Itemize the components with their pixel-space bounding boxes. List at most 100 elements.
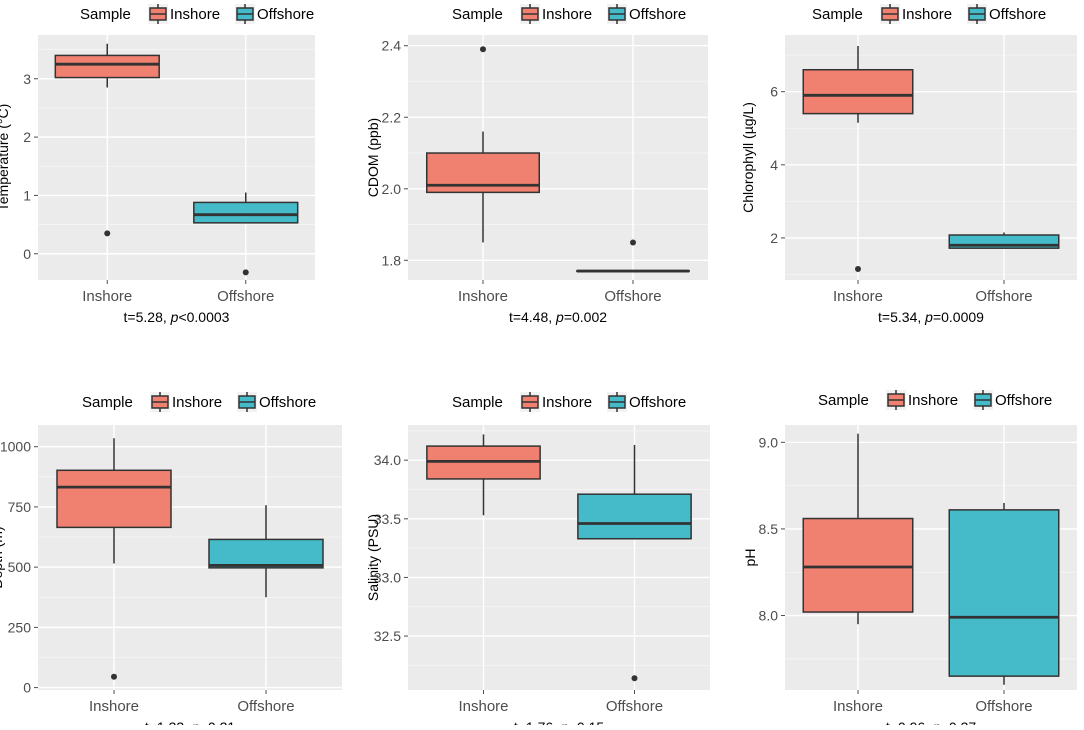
legend-key-inshore: Inshore [886,390,958,410]
box-body [209,539,323,567]
y-tick-label: 0 [23,680,31,696]
stat-value: t=0.96, [886,719,933,725]
legend: Sample Inshore Offshore [82,392,316,412]
box-body [803,70,913,114]
legend-label: Offshore [989,6,1046,23]
x-tick-label: Offshore [606,698,663,715]
x-tick-label: Inshore [833,288,883,305]
p-symbol: p [932,719,941,725]
legend-title: Sample [452,394,503,411]
y-tick-label: 1 [23,187,31,203]
stat-caption: t=4.48, p=0.002 [509,309,607,325]
box-offshore [949,503,1059,685]
x-tick-label: Inshore [458,698,508,715]
legend-key-offshore: Offshore [237,392,316,412]
y-axis-label: CDOM (ppb) [365,118,381,197]
legend-label: Inshore [542,394,592,411]
legend-key-inshore: Inshore [880,4,952,24]
stat-value: t=5.34, [878,309,925,325]
legend-label: Offshore [259,394,316,411]
y-tick-label: 34.0 [374,452,401,468]
legend-label: Inshore [172,394,222,411]
x-tick-label: Offshore [975,288,1032,305]
p-symbol: p [170,309,179,325]
box-body [803,519,913,613]
p-value: =0.002 [564,309,607,325]
x-tick-label: Inshore [82,288,132,305]
legend-label: Inshore [908,392,958,409]
y-axis-label: Chlorophyll (µg/L) [740,102,756,213]
y-tick-label: 2.4 [382,38,402,54]
p-symbol: p [555,309,564,325]
y-axis-label: Temperature (°C) [0,104,11,212]
box-body [194,202,298,222]
stat-value: t=4.48, [509,309,556,325]
legend-key-offshore: Offshore [607,4,686,24]
stat-caption: t=0.96, p=0.37 [886,719,977,725]
legend-label: Inshore [902,6,952,23]
legend-label: Offshore [629,394,686,411]
stat-value: t=1.33, [145,719,192,725]
y-tick-label: 2 [770,230,778,246]
legend-label: Offshore [629,6,686,23]
y-axis-label: Salinity (PSU) [365,514,381,601]
legend-key-offshore: Offshore [973,390,1052,410]
p-value: =0.0009 [933,309,984,325]
legend-title: Sample [452,6,503,23]
legend-label: Offshore [995,392,1052,409]
legend: Sample Inshore Offshore [452,392,686,412]
box-offshore [949,232,1059,248]
outlier-point [111,674,117,680]
legend-key-offshore: Offshore [235,4,314,24]
legend-label: Inshore [542,6,592,23]
p-symbol: p [191,719,200,725]
y-tick-label: 8.0 [759,608,779,624]
panel-chlorophyll: 2 4 6 Chlorophyll (µg/L) Inshore Offshore t=5.… [740,4,1077,325]
stat-value: t=1.76, [514,719,561,725]
y-axis-label: Depth (m) [0,526,5,588]
y-tick-label: 6 [770,84,778,100]
y-tick-label: 1.8 [382,252,402,268]
stat-value: t=5.28, [124,309,171,325]
y-tick-label: 1000 [0,439,31,455]
y-tick-label: 2.2 [382,109,402,125]
legend-title: Sample [80,6,131,23]
x-tick-label: Offshore [975,698,1032,715]
y-tick-label: 32.5 [374,628,401,644]
stat-caption: t=1.33, p=0.21 [145,719,236,725]
legend-label: Inshore [170,6,220,23]
box-body [55,55,159,77]
stat-caption: t=5.28, p<0.0003 [124,309,230,325]
y-tick-label: 3 [23,71,31,87]
outlier-point [630,239,636,245]
p-value: =0.15 [569,719,605,725]
y-tick-label: 0 [23,246,31,262]
stat-caption: t=5.34, p=0.0009 [878,309,984,325]
x-tick-label: Offshore [237,698,294,715]
legend-title: Sample [82,394,133,411]
panel-ph: 8.08.59.0pHInshoreOffshoret=0.96, p=0.37… [742,390,1077,725]
p-symbol: p [560,719,569,725]
box-body [949,510,1059,676]
legend: Sample Inshore Offshore [452,4,686,24]
outlier-point [104,230,110,236]
p-value: <0.0003 [178,309,229,325]
y-tick-label: 9.0 [759,434,779,450]
p-value: =0.21 [200,719,236,725]
box-body [57,470,171,527]
p-symbol: p [924,309,933,325]
y-tick-label: 8.5 [759,521,779,537]
legend-key-offshore: Offshore [967,4,1046,24]
legend-key-inshore: Inshore [148,4,220,24]
legend-key-inshore: Inshore [150,392,222,412]
x-tick-label: Offshore [217,288,274,305]
legend: Sample Inshore Offshore [80,4,314,24]
outlier-point [243,269,249,275]
y-tick-label: 4 [770,157,778,173]
x-tick-label: Inshore [458,288,508,305]
p-value: =0.37 [941,719,977,725]
